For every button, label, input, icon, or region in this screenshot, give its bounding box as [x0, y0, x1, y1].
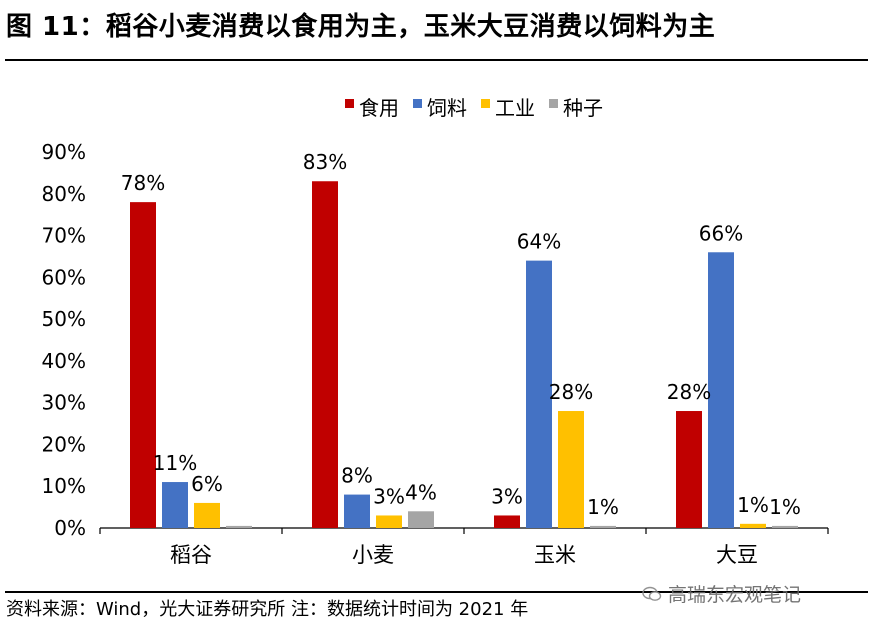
bar-1-3 — [408, 511, 434, 528]
data-label: 28% — [549, 380, 593, 404]
data-labels: 78%11%6%83%8%3% 4% 3%64%28%1%28%66%1% 1% — [121, 150, 801, 519]
legend: 食用 饲料 工业 种子 — [345, 96, 603, 120]
legend-swatch — [413, 99, 422, 108]
data-label: 64% — [517, 230, 561, 254]
bar-1-0 — [312, 181, 338, 528]
watermark-text: 高瑞东宏观笔记 — [668, 584, 802, 606]
wechat-icon — [642, 584, 662, 604]
bar-0-2 — [194, 502, 220, 528]
bar-3-3 — [772, 525, 798, 528]
x-tick-label: 小麦 — [352, 543, 394, 567]
y-tick-label: 70% — [42, 224, 86, 248]
figure-title: 图 11：稻谷小麦消费以食用为主，玉米大豆消费以饲料为主 — [6, 12, 716, 42]
y-tick-label: 20% — [42, 432, 86, 456]
y-tick-label: 40% — [42, 349, 86, 373]
x-tick-label: 玉米 — [534, 543, 576, 567]
bar-1-2 — [376, 515, 402, 528]
bar-3-2 — [740, 523, 766, 528]
data-label: 66% — [699, 221, 743, 245]
y-axis: 0% 10% 20% 30% 40% 50% 60% 70% 80% 90% — [42, 140, 86, 540]
legend-label: 饲料 — [427, 96, 467, 120]
legend-swatch — [345, 99, 354, 108]
data-label: 3% — [373, 484, 405, 508]
bar-2-2 — [558, 411, 584, 528]
bar-3-1 — [708, 252, 734, 528]
data-label: 3% — [491, 484, 523, 508]
legend-label: 食用 — [359, 96, 399, 120]
data-label: 28% — [667, 380, 711, 404]
data-label: 83% — [303, 150, 347, 174]
data-label: 11% — [153, 451, 197, 475]
bar-1-1 — [344, 494, 370, 528]
data-label: 6% — [191, 472, 223, 496]
bottom-rule — [5, 591, 868, 593]
data-label: 1% — [769, 495, 801, 519]
legend-label: 工业 — [495, 96, 535, 120]
y-tick-label: 80% — [42, 182, 86, 206]
legend-swatch — [549, 99, 558, 108]
data-label: 8% — [341, 464, 373, 488]
y-tick-label: 90% — [42, 140, 86, 164]
data-label: 1% — [737, 493, 769, 517]
y-tick-label: 10% — [42, 474, 86, 498]
bar-2-0 — [494, 515, 520, 528]
data-label: 1% — [587, 495, 619, 519]
y-tick-label: 0% — [54, 516, 86, 540]
watermark: 高瑞东宏观笔记 — [642, 580, 801, 607]
x-tick-label: 稻谷 — [170, 543, 212, 567]
bar-2-3 — [590, 525, 616, 528]
bar-0-0 — [130, 202, 156, 528]
y-tick-label: 60% — [42, 265, 86, 289]
top-rule — [5, 59, 868, 61]
bar-3-0 — [676, 411, 702, 528]
bars — [130, 181, 798, 528]
y-tick-label: 30% — [42, 391, 86, 415]
data-label: 78% — [121, 171, 165, 195]
bar-0-1 — [162, 482, 188, 528]
data-label: 4% — [405, 480, 437, 504]
x-axis: 稻谷 小麦 玉米 大豆 — [99, 527, 829, 567]
bar-2-1 — [526, 260, 552, 528]
legend-swatch — [481, 99, 490, 108]
source-note: 资料来源：Wind，光大证券研究所 注：数据统计时间为 2021 年 — [6, 599, 529, 620]
bar-0-3 — [226, 525, 252, 528]
y-tick-label: 50% — [42, 307, 86, 331]
legend-label: 种子 — [563, 96, 603, 120]
x-tick-label: 大豆 — [716, 543, 758, 567]
